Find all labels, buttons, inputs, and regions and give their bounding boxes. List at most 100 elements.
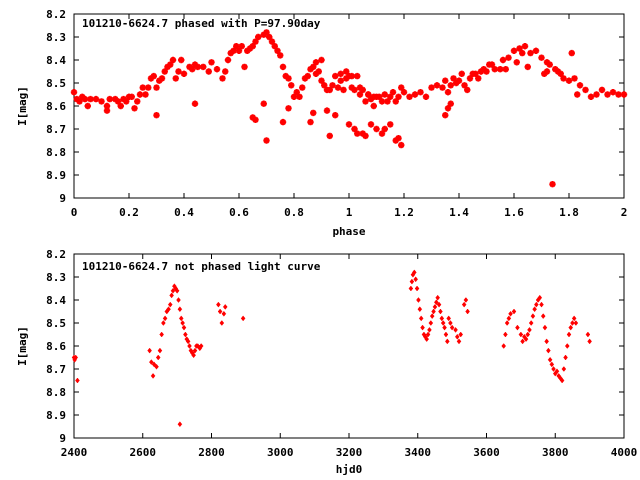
data-point bbox=[307, 66, 314, 73]
data-point bbox=[515, 324, 520, 331]
data-point bbox=[271, 43, 278, 50]
data-point bbox=[147, 347, 152, 354]
data-point bbox=[263, 29, 270, 36]
data-point bbox=[456, 338, 462, 345]
data-point bbox=[433, 299, 439, 306]
data-point bbox=[439, 84, 446, 91]
data-point bbox=[378, 98, 386, 105]
data-point bbox=[543, 68, 551, 75]
y-tick-label: 8.4 bbox=[46, 294, 66, 307]
data-point bbox=[504, 320, 510, 326]
data-point bbox=[123, 98, 130, 105]
y-tick-label: 9 bbox=[59, 432, 66, 445]
x-tick-label: 3400 bbox=[405, 446, 432, 459]
data-point bbox=[398, 141, 405, 149]
data-point bbox=[570, 320, 575, 326]
data-point bbox=[439, 315, 445, 322]
data-point bbox=[408, 285, 414, 292]
data-point bbox=[329, 82, 336, 89]
data-point bbox=[477, 68, 485, 75]
data-point bbox=[564, 343, 570, 349]
data-point bbox=[354, 72, 361, 80]
data-point bbox=[454, 333, 460, 340]
data-point bbox=[191, 352, 196, 359]
data-point bbox=[164, 63, 171, 71]
data-point bbox=[76, 98, 83, 105]
data-point bbox=[587, 338, 592, 345]
x-tick-label: 4000 bbox=[611, 446, 638, 459]
data-point bbox=[227, 49, 234, 57]
data-point bbox=[568, 324, 574, 331]
data-point bbox=[520, 338, 525, 345]
data-point bbox=[180, 70, 188, 77]
data-point bbox=[159, 331, 164, 338]
data-point bbox=[282, 72, 289, 80]
data-point bbox=[153, 112, 160, 119]
y-tick-label: 8.6 bbox=[46, 100, 66, 113]
chart-panel-1: 0 0.2 0.4 0.6 0.8 1 1.2 1.4 1.6 1.8 2 8.2 8.3 8.4 8.5 8… bbox=[16, 8, 627, 238]
data-point bbox=[571, 75, 578, 82]
data-point bbox=[161, 68, 168, 75]
y-tick-label: 8.7 bbox=[46, 123, 66, 136]
data-point bbox=[235, 47, 243, 54]
data-point bbox=[428, 320, 434, 326]
data-point bbox=[499, 56, 507, 64]
data-point bbox=[274, 47, 281, 54]
data-point bbox=[318, 77, 325, 84]
y-tick-label: 8.5 bbox=[46, 317, 66, 330]
data-point bbox=[318, 56, 325, 64]
data-point bbox=[180, 320, 185, 326]
data-point bbox=[260, 31, 267, 38]
data-point bbox=[538, 54, 545, 61]
data-point bbox=[511, 308, 517, 315]
data-point bbox=[389, 89, 397, 96]
data-point bbox=[565, 77, 573, 84]
data-point bbox=[337, 70, 344, 77]
data-point bbox=[519, 49, 526, 57]
data-point bbox=[598, 86, 606, 94]
data-point bbox=[290, 93, 298, 100]
data-point bbox=[444, 338, 450, 345]
data-point bbox=[268, 38, 276, 45]
data-point bbox=[620, 91, 628, 98]
y-tick-label: 8.3 bbox=[46, 31, 66, 44]
data-point bbox=[609, 89, 617, 96]
data-point bbox=[521, 43, 529, 50]
data-point bbox=[310, 109, 317, 117]
data-point bbox=[418, 315, 424, 322]
data-point bbox=[73, 354, 79, 361]
x-tick-label: 3600 bbox=[473, 446, 500, 459]
data-point bbox=[488, 61, 496, 68]
data-point bbox=[480, 66, 487, 73]
data-point bbox=[337, 77, 344, 84]
data-point bbox=[532, 47, 540, 54]
data-point bbox=[73, 95, 80, 103]
data-point bbox=[549, 361, 555, 368]
x-tick-label: 2 bbox=[621, 206, 628, 219]
data-point bbox=[506, 315, 512, 322]
data-point bbox=[406, 93, 413, 100]
data-point bbox=[524, 63, 531, 71]
data-point bbox=[153, 84, 160, 91]
data-point bbox=[75, 377, 80, 384]
data-point bbox=[527, 49, 534, 57]
data-point bbox=[585, 331, 591, 338]
data-point bbox=[503, 331, 508, 338]
data-point bbox=[103, 107, 111, 114]
data-point bbox=[191, 61, 199, 68]
data-point bbox=[392, 137, 399, 144]
data-point bbox=[417, 89, 424, 96]
data-point bbox=[414, 285, 420, 292]
data-point bbox=[442, 324, 447, 331]
data-point bbox=[523, 336, 529, 343]
data-point bbox=[351, 86, 358, 94]
data-point bbox=[453, 79, 460, 87]
data-point bbox=[326, 132, 333, 140]
data-point bbox=[400, 89, 408, 96]
data-point bbox=[461, 301, 467, 308]
data-point bbox=[540, 313, 546, 320]
chart-panel-2: 2400 2600 2800 3000 3200 3400 3600 3800 4000 8.2 8… bbox=[16, 248, 637, 476]
x-axis-label: phase bbox=[332, 225, 365, 238]
data-point bbox=[98, 98, 105, 105]
y-tick-label: 8.8 bbox=[46, 386, 66, 399]
